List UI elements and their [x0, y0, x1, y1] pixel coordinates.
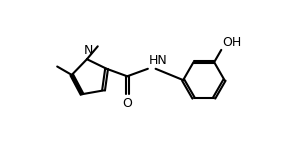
Text: HN: HN — [149, 54, 167, 67]
Text: O: O — [122, 97, 132, 110]
Text: N: N — [83, 44, 93, 57]
Text: OH: OH — [223, 36, 242, 49]
